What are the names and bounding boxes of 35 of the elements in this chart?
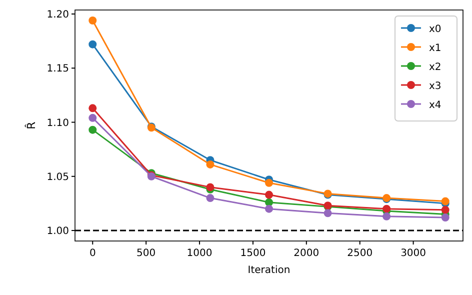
legend-label: x1 <box>429 43 442 54</box>
x-tick-label: 0 <box>89 248 96 259</box>
x-tick-label: 2000 <box>294 248 320 259</box>
point <box>88 40 97 48</box>
y-tick-label: 1.20 <box>46 10 69 21</box>
point <box>265 178 273 187</box>
legend-label: x2 <box>429 62 442 73</box>
legend-label: x4 <box>429 100 442 111</box>
legend-label: x0 <box>429 24 442 35</box>
point <box>441 214 450 222</box>
y-tick-label: 1.15 <box>46 64 69 75</box>
point <box>88 16 97 24</box>
x-axis-title: Iteration <box>248 265 290 276</box>
y-tick-label: 1.05 <box>46 172 69 183</box>
point <box>88 126 97 134</box>
point <box>206 160 214 168</box>
point <box>382 204 391 213</box>
point <box>88 104 97 112</box>
point <box>265 204 273 213</box>
point <box>324 209 332 218</box>
x-tick-label: 500 <box>136 248 156 259</box>
point <box>265 198 273 206</box>
point <box>382 212 391 220</box>
point <box>206 194 214 202</box>
point <box>88 114 97 122</box>
x-tick-label: 2500 <box>347 248 373 259</box>
legend-label: x3 <box>429 81 442 92</box>
x-tick-label: 1500 <box>240 248 266 259</box>
y-axis-title: R̂ <box>24 121 38 130</box>
y-tick-label: 1.10 <box>46 118 69 129</box>
point <box>441 206 450 214</box>
point <box>265 190 273 199</box>
x-tick-label: 1000 <box>186 248 212 259</box>
y-tick-label: 1.00 <box>46 226 69 237</box>
x-tick-label: 3000 <box>400 248 426 259</box>
